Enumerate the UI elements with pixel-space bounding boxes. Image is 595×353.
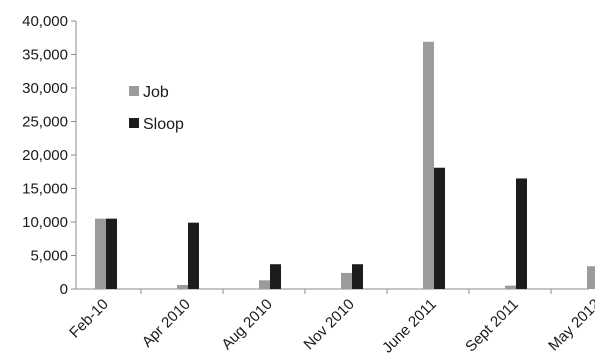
y-tick-label: 35,000 bbox=[22, 47, 68, 64]
x-tick-label: Aug 2010 bbox=[218, 296, 275, 353]
y-tick-label: 30,000 bbox=[22, 80, 68, 97]
legend-swatch-job bbox=[129, 86, 139, 96]
bar-job-1 bbox=[177, 284, 188, 289]
y-tick-label: 0 bbox=[60, 281, 68, 298]
bar-sloop-2 bbox=[270, 264, 281, 289]
legend-label-job: Job bbox=[143, 84, 169, 101]
x-tick-label: May 2012 bbox=[545, 296, 595, 353]
bar-sloop-5 bbox=[516, 178, 527, 289]
y-tick-label: 10,000 bbox=[22, 214, 68, 231]
bar-sloop-3 bbox=[352, 264, 363, 289]
y-tick-label: 15,000 bbox=[22, 181, 68, 198]
bar-sloop-0 bbox=[106, 218, 117, 289]
bar-job-2 bbox=[259, 280, 270, 289]
bar-job-4 bbox=[423, 41, 434, 289]
x-tick-label: Feb-10 bbox=[66, 296, 112, 342]
x-tick-label: Nov 2010 bbox=[300, 296, 357, 353]
bar-sloop-4 bbox=[434, 167, 445, 289]
legend: Job Sloop bbox=[129, 84, 184, 133]
y-axis: 0 5,000 10,000 15,000 20,000 25,000 30,000 35,0… bbox=[22, 13, 77, 298]
y-tick-label: 40,000 bbox=[22, 13, 68, 30]
x-tick-label: Sept 2011 bbox=[462, 296, 522, 353]
bar-job-6 bbox=[587, 266, 595, 289]
x-axis: Feb-10 Apr 2010 Aug 2010 Nov 2010 June 2011 S… bbox=[66, 288, 595, 353]
bar-job-5 bbox=[505, 285, 516, 289]
y-tick-label: 20,000 bbox=[22, 147, 68, 164]
legend-label-sloop: Sloop bbox=[143, 116, 184, 133]
bars bbox=[95, 41, 595, 289]
y-tick-label: 5,000 bbox=[30, 248, 68, 265]
x-tick-label: June 2011 bbox=[379, 296, 440, 353]
y-tick-label: 25,000 bbox=[22, 114, 68, 131]
x-tick-label: Apr 2010 bbox=[139, 296, 194, 351]
bar-job-3 bbox=[341, 272, 352, 289]
legend-swatch-sloop bbox=[129, 118, 139, 128]
bar-sloop-1 bbox=[188, 222, 199, 289]
bar-job-0 bbox=[95, 218, 106, 289]
